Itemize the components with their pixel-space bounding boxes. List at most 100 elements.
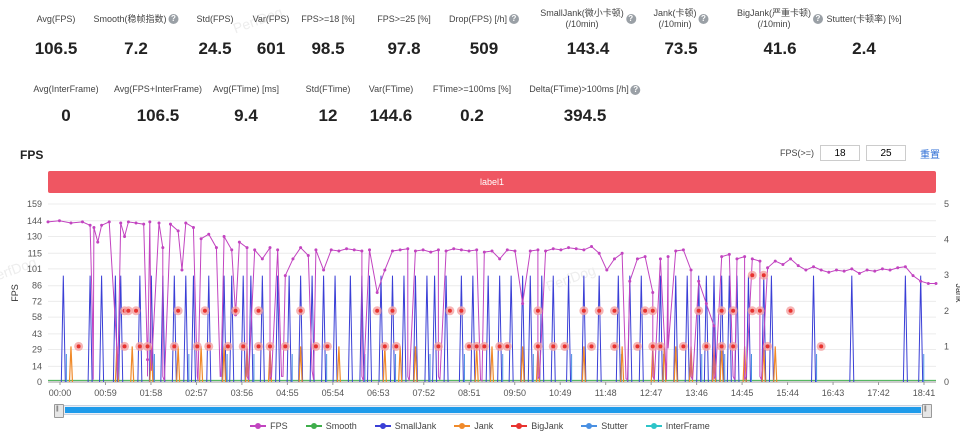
bigjank-marker — [467, 344, 472, 349]
x-tick-label: 00:00 — [49, 388, 72, 398]
fps-point — [214, 246, 218, 250]
stat-label: Avg(InterFrame) — [33, 84, 98, 95]
legend-item-interframe[interactable]: InterFrame — [645, 421, 710, 431]
fps-point — [743, 255, 747, 259]
bigjank-marker — [704, 344, 709, 349]
stat-r1-8: Jank(卡顿) (/10min)? 73.5 — [653, 8, 709, 59]
x-tick-label: 06:53 — [367, 388, 390, 398]
stat-label-text: FPS>=18 [%] — [301, 13, 355, 24]
help-icon[interactable]: ? — [698, 14, 709, 24]
fps-point — [536, 248, 540, 252]
threshold-input-2[interactable] — [866, 145, 907, 161]
smalljank-spike — [527, 275, 533, 383]
bigjank-marker — [76, 344, 81, 349]
smalljank-spike — [458, 275, 464, 383]
threshold-label: FPS(>=) — [780, 148, 815, 158]
bigjank-marker — [650, 308, 655, 313]
fps-chart[interactable]: 0 14 29 43 58 72 86 101 115 130 144 159 0 1 2 3 4 5 FPS Jan… — [0, 195, 960, 400]
y-tick-label: 14 — [32, 361, 42, 371]
bigjank-marker — [761, 273, 766, 278]
help-icon[interactable]: ? — [630, 84, 641, 95]
fps-point — [773, 259, 777, 263]
legend-item-stutter[interactable]: Stutter — [581, 421, 628, 431]
scrollbar-right-handle[interactable] — [922, 404, 932, 418]
bigjank-marker — [757, 308, 762, 313]
stat-value: 509 — [469, 39, 499, 58]
x-tick-label: 03:56 — [231, 388, 254, 398]
stat-value: 7.2 — [124, 39, 148, 58]
x-tick-label: 00:59 — [94, 388, 117, 398]
smalljank-spike — [332, 275, 338, 383]
fps-point — [567, 246, 571, 250]
legend-item-smalljank[interactable]: SmallJank — [374, 421, 437, 431]
stat-label-text: Avg(FTime) [ms] — [212, 84, 280, 94]
stat-label-text: BigJank(严重卡顿) (/10min) — [736, 8, 812, 29]
stat-value: 9.4 — [234, 106, 258, 125]
bigjank-marker — [696, 308, 701, 313]
smalljank-spike — [849, 275, 855, 383]
fps-point — [475, 248, 479, 252]
bigjank-marker — [126, 308, 131, 313]
fps-point — [658, 257, 662, 261]
fps-point — [482, 250, 486, 254]
threshold-input-1[interactable] — [820, 145, 861, 161]
legend-item-jank[interactable]: Jank — [454, 421, 493, 431]
fps-point — [888, 268, 892, 272]
y-tick-label: 58 — [32, 312, 42, 322]
fps-point — [819, 268, 823, 272]
fps-point — [180, 268, 184, 272]
fps-point — [720, 255, 724, 259]
fps-point — [237, 240, 241, 244]
stat-r2-1: Avg(FPS+InterFrame) 106.5 — [114, 84, 202, 126]
stat-label: Std(FTime) — [306, 84, 351, 95]
fps-point — [230, 248, 234, 252]
x-tick-label: 13:46 — [685, 388, 708, 398]
smalljank-spike — [443, 275, 449, 383]
scrollbar-left-handle[interactable] — [54, 404, 64, 418]
time-range-scrollbar[interactable] — [54, 404, 932, 418]
smalljank-spike — [711, 275, 717, 383]
legend-item-fps[interactable]: FPS — [250, 421, 288, 431]
fps-point — [57, 219, 61, 223]
label-band[interactable]: label1 — [48, 171, 936, 193]
legend-swatch — [454, 423, 471, 429]
stat-value: 24.5 — [198, 39, 232, 58]
stat-label: Smooth(稳帧指数)? — [93, 8, 179, 30]
reset-link[interactable]: 重置 — [920, 149, 941, 161]
bigjank-marker — [172, 344, 177, 349]
x-tick-label: 14:45 — [731, 388, 754, 398]
fps-point — [291, 257, 295, 261]
stat-value: 73.5 — [664, 39, 698, 58]
legend-label: Smooth — [325, 421, 357, 431]
fps-point — [375, 290, 379, 294]
bigjank-marker — [225, 344, 230, 349]
chart-legend: FPS Smooth SmallJank Jank BigJank Stutter Inte… — [0, 421, 960, 431]
fps-point — [444, 249, 448, 253]
bigjank-marker — [313, 344, 318, 349]
help-icon[interactable]: ? — [813, 14, 824, 24]
stat-label-text: Var(FTime) — [368, 84, 414, 94]
help-icon[interactable]: ? — [509, 14, 520, 24]
fps-point — [345, 247, 349, 251]
fps-point — [697, 279, 701, 283]
legend-label: SmallJank — [394, 421, 437, 431]
stat-label: Avg(FPS+InterFrame) — [114, 84, 202, 95]
x-tick-label: 18:41 — [913, 388, 936, 398]
y-right-tick-label: 0 — [944, 377, 949, 387]
fps-point — [390, 249, 394, 253]
bigjank-marker — [256, 308, 261, 313]
stat-value: 98.5 — [311, 39, 345, 58]
help-icon[interactable]: ? — [168, 14, 179, 24]
fps-point — [919, 279, 923, 283]
help-icon[interactable]: ? — [625, 14, 636, 24]
legend-item-smooth[interactable]: Smooth — [305, 421, 357, 431]
fps-point — [88, 223, 92, 227]
fps-point — [850, 267, 854, 271]
fps-point — [880, 267, 884, 271]
stat-label: FTime>=100ms [%] — [433, 84, 511, 95]
y-tick-label: 115 — [28, 248, 42, 258]
fps-point — [804, 268, 808, 272]
stat-label-text: Stutter(卡顿率) [%] — [826, 13, 902, 24]
fps-point — [926, 281, 930, 285]
legend-item-bigjank[interactable]: BigJank — [511, 421, 563, 431]
